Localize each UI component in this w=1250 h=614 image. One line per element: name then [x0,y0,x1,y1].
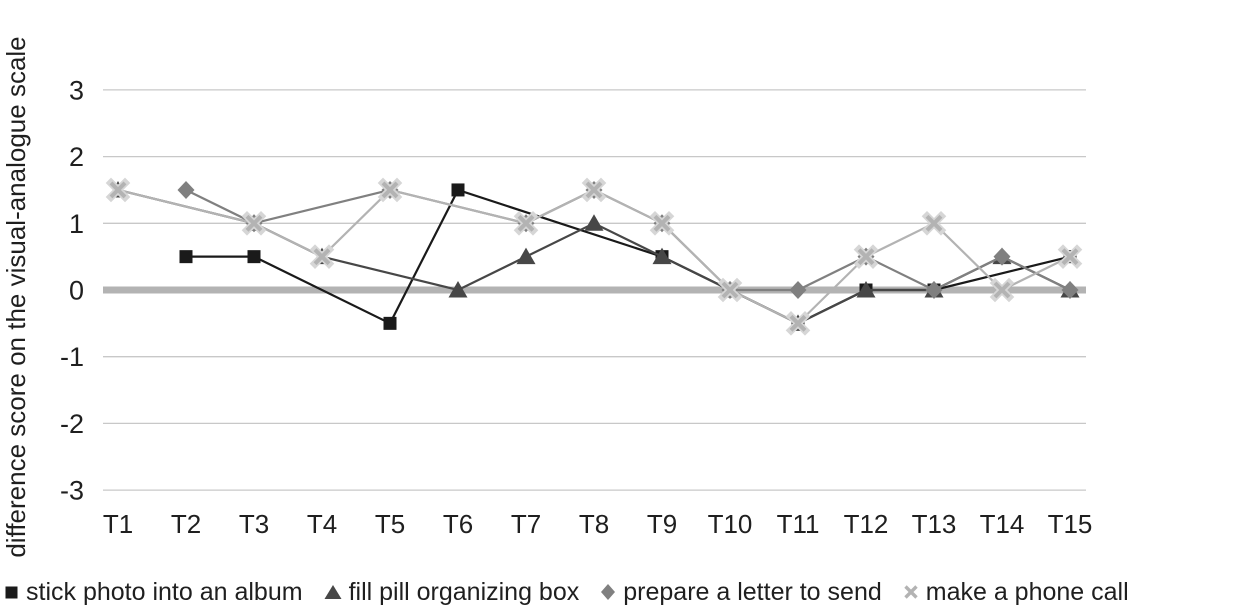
legend-label: fill pill organizing box [348,577,580,606]
x-marker [1061,248,1079,266]
diamond-marker [789,281,807,299]
x-marker [585,181,603,199]
triangle-marker [652,247,672,265]
x-marker [245,214,263,232]
x-marker [313,248,331,266]
chart-legend: stick photo into an album fill pill orga… [4,570,1250,614]
diamond-marker [993,247,1011,266]
triangle-marker [584,214,604,231]
x-tick-label: T4 [307,509,337,539]
x-tick-label: T6 [443,509,473,539]
x-tick-label: T1 [103,509,133,539]
legend-label: prepare a letter to send [623,577,882,606]
series-line [117,188,1071,325]
y-tick-label: 0 [69,276,84,306]
square-marker [451,183,465,197]
series-make-a-phone-call [105,177,1083,336]
diamond-marker [177,180,195,199]
legend-item-prepare-letter: prepare a letter to send [600,578,882,607]
y-tick-label: -3 [60,476,84,506]
diamond-marker-icon [600,583,616,601]
legend-item-fill-pill-box: fill pill organizing box [324,577,580,607]
x-tick-label: T3 [239,509,269,539]
x-tick-label: T5 [375,509,405,539]
legend-label: stick photo into an album [26,577,303,606]
y-tick-label: -2 [60,409,84,439]
square-marker-icon [4,585,19,600]
x-tick-label: T2 [171,509,201,539]
x-tick-label: T11 [777,509,820,539]
x-marker [653,214,671,232]
x-marker [789,314,807,332]
square-marker [383,316,397,330]
x-tick-label: T12 [844,509,889,539]
x-tick-label: T14 [980,509,1025,539]
x-marker-icon [903,584,919,600]
diamond-marker [1061,281,1079,299]
triangle-marker [856,281,876,298]
x-tick-label: T8 [579,509,609,539]
square-marker [247,250,261,264]
x-tick-label: T7 [511,509,541,539]
y-tick-label: 1 [69,209,84,239]
chart-plot-area: 3 2 1 0 -1 -2 -3 T1 T2 T3 T4 T5 T6 T7 T8 T9 T10 T11 T12 T13… [60,75,1093,539]
x-marker [925,214,943,232]
x-marker [517,214,535,232]
y-tick-label: -1 [60,342,84,372]
triangle-marker [448,281,468,298]
x-marker [109,181,127,199]
x-marker [857,248,875,266]
square-marker [179,250,193,264]
series-line [117,188,1071,325]
legend-label: make a phone call [925,577,1129,606]
x-tick-label: T10 [708,509,753,539]
diamond-marker [925,281,943,299]
x-marker [993,281,1011,299]
y-tick-label: 3 [69,75,84,105]
legend-item-stick-photo: stick photo into an album [4,578,303,607]
legend-item-phone-call: make a phone call [903,578,1129,607]
y-tick-label: 2 [69,142,84,172]
triangle-marker [516,247,536,265]
x-tick-label: T13 [912,509,957,539]
triangle-marker-icon [324,584,342,600]
x-marker [381,181,399,199]
x-tick-label: T9 [647,509,677,539]
x-marker [721,281,739,299]
x-tick-label: T15 [1048,509,1093,539]
